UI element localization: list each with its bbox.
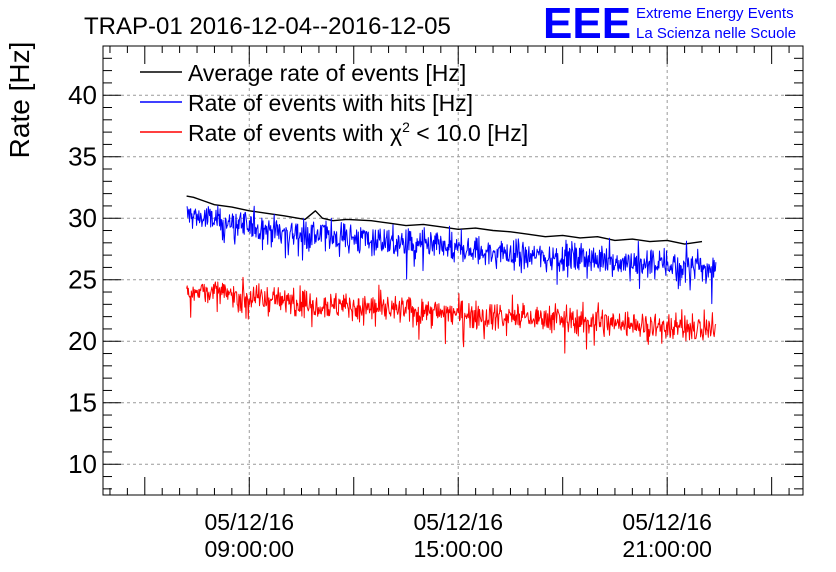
legend-label: Average rate of events [Hz]: [188, 60, 466, 86]
plot-frame: [102, 45, 804, 496]
series-layer: [186, 195, 717, 354]
chart-title: TRAP-01 2016-12-04--2016-12-05: [84, 13, 451, 40]
y-tick-label: 10: [68, 449, 97, 479]
x-tick-label-time: 15:00:00: [413, 536, 503, 562]
legend: Average rate of events [Hz] Rate of event…: [140, 60, 528, 146]
y-tick-label: 15: [68, 388, 97, 418]
logo-line-1: Extreme Energy Events: [636, 5, 794, 22]
legend-label: Rate of events with hits [Hz]: [188, 90, 473, 116]
y-tick-label: 35: [68, 142, 97, 172]
x-tick-label-date: 05/12/16: [205, 509, 295, 535]
x-tick-label-date: 05/12/16: [413, 509, 503, 535]
series-line-3: [186, 276, 717, 354]
y-tick-label: 20: [68, 326, 97, 356]
x-tick-label-time: 21:00:00: [622, 536, 712, 562]
x-tick-label-date: 05/12/16: [622, 509, 712, 535]
y-tick-label: 30: [68, 203, 97, 233]
y-axis-label: Rate [Hz]: [4, 42, 35, 159]
eee-logo: EEE: [543, 0, 632, 48]
legend-label: Rate of events with χ2 < 10.0 [Hz]: [188, 119, 528, 146]
y-tick-label: 25: [68, 265, 97, 295]
logo-line-2: La Scienza nelle Scuole: [636, 25, 797, 42]
series-line-2: [186, 205, 717, 305]
y-tick-label: 40: [68, 80, 97, 110]
x-tick-label-time: 09:00:00: [205, 536, 295, 562]
axis-ticks: 1015202530354005/12/1609:00:0005/12/1615…: [68, 45, 803, 562]
